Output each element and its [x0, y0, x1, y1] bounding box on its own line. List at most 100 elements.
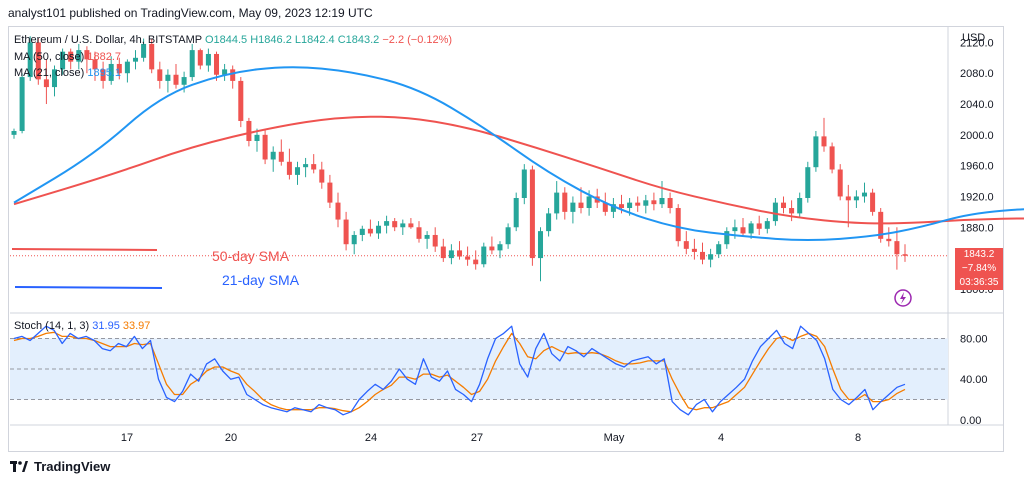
candle-body[interactable] [780, 202, 787, 209]
candle-body[interactable] [19, 77, 25, 131]
candle-body[interactable] [481, 246, 487, 265]
candle-body[interactable] [562, 192, 568, 212]
currency-label[interactable]: USD [962, 32, 986, 44]
candle-body[interactable] [456, 250, 463, 257]
tradingview-logo[interactable]: TradingView [10, 459, 110, 474]
candle-body[interactable] [343, 219, 349, 245]
candle-body[interactable] [651, 200, 657, 205]
candle-body[interactable] [384, 221, 390, 226]
candle-body[interactable] [278, 151, 284, 162]
alert-icon[interactable] [894, 289, 912, 307]
candle-body[interactable] [222, 69, 228, 75]
candle-body[interactable] [11, 130, 17, 135]
stoch-d-line[interactable] [13, 331, 906, 413]
candle-body[interactable] [448, 250, 454, 259]
candle-body[interactable] [870, 192, 876, 212]
candle-body[interactable] [51, 69, 58, 88]
candle-body[interactable] [359, 228, 365, 235]
candle-body[interactable] [618, 204, 625, 209]
candle-body[interactable] [27, 42, 33, 78]
candle-body[interactable] [902, 254, 908, 256]
candle-body[interactable] [602, 202, 608, 212]
candle-body[interactable] [238, 80, 244, 121]
candle-body[interactable] [805, 167, 811, 198]
candle-body[interactable] [335, 202, 341, 220]
candle-body[interactable] [60, 51, 66, 70]
candle-body[interactable] [878, 211, 884, 239]
candle-body[interactable] [643, 200, 649, 206]
ma21-line[interactable] [13, 66, 1024, 241]
candle-body[interactable] [699, 251, 706, 260]
ma50-legend[interactable]: MA (50, close) 1882.7 [14, 51, 121, 63]
candle-body[interactable] [205, 53, 211, 66]
candle-body[interactable] [367, 228, 373, 234]
candle-body[interactable] [505, 227, 511, 245]
candle-body[interactable] [392, 221, 398, 228]
candle-body[interactable] [116, 63, 122, 74]
candle-body[interactable] [546, 213, 552, 232]
candle-body[interactable] [149, 43, 155, 70]
candle-body[interactable] [861, 192, 868, 197]
candle-body[interactable] [246, 120, 252, 141]
candle-body[interactable] [675, 208, 681, 242]
candle-body[interactable] [213, 53, 220, 75]
candle-body[interactable] [108, 63, 114, 81]
candle-body[interactable] [84, 50, 90, 60]
candle-body[interactable] [683, 241, 689, 249]
candle-body[interactable] [821, 136, 827, 147]
candle-body[interactable] [424, 234, 430, 239]
candle-body[interactable] [165, 74, 171, 81]
candle-body[interactable] [554, 192, 560, 214]
candle-body[interactable] [473, 259, 479, 265]
candle-body[interactable] [465, 256, 471, 260]
candle-body[interactable] [853, 196, 859, 201]
candle-body[interactable] [157, 69, 163, 81]
candle-body[interactable] [716, 244, 722, 255]
candle-body[interactable] [740, 227, 746, 234]
candle-body[interactable] [408, 223, 414, 228]
candle-body[interactable] [764, 221, 770, 229]
stoch-legend[interactable]: Stoch (14, 1, 3) 31.95 33.97 [14, 320, 150, 332]
candle-body[interactable] [521, 169, 527, 199]
candle-body[interactable] [789, 208, 795, 214]
candle-body[interactable] [351, 234, 357, 245]
candle-body[interactable] [635, 202, 641, 206]
candle-body[interactable] [578, 202, 584, 209]
candle-body[interactable] [254, 134, 260, 141]
ma50-line[interactable] [13, 115, 1024, 225]
candle-body[interactable] [416, 227, 422, 239]
candle-body[interactable] [667, 198, 673, 209]
candle-body[interactable] [124, 61, 130, 74]
candle-body[interactable] [270, 151, 276, 160]
candle-body[interactable] [797, 198, 803, 214]
candle-body[interactable] [610, 204, 616, 212]
candle-body[interactable] [772, 202, 778, 222]
candle-body[interactable] [35, 42, 41, 80]
candle-body[interactable] [513, 198, 519, 228]
candle-body[interactable] [732, 227, 738, 232]
candle-body[interactable] [708, 254, 714, 260]
candle-body[interactable] [756, 223, 762, 229]
candle-body[interactable] [375, 225, 382, 234]
candle-body[interactable] [748, 223, 754, 234]
candle-body[interactable] [432, 234, 438, 247]
chart-frame[interactable] [8, 26, 1004, 452]
candle-body[interactable] [837, 169, 843, 197]
ma21-legend[interactable]: MA (21, close) 1895.1 [14, 67, 121, 79]
candle-body[interactable] [894, 241, 900, 255]
candle-body[interactable] [319, 169, 325, 183]
candle-body[interactable] [327, 182, 333, 203]
candle-body[interactable] [537, 231, 544, 259]
candle-body[interactable] [529, 169, 535, 259]
candle-body[interactable] [400, 223, 406, 228]
candle-body[interactable] [141, 43, 147, 58]
candle-body[interactable] [286, 161, 292, 175]
candle-body[interactable] [132, 57, 139, 62]
candle-body[interactable] [586, 196, 592, 209]
candle-body[interactable] [262, 134, 268, 160]
candle-body[interactable] [829, 146, 835, 170]
candle-body[interactable] [845, 196, 851, 201]
candle-body[interactable] [440, 246, 446, 259]
candle-body[interactable] [724, 231, 730, 245]
